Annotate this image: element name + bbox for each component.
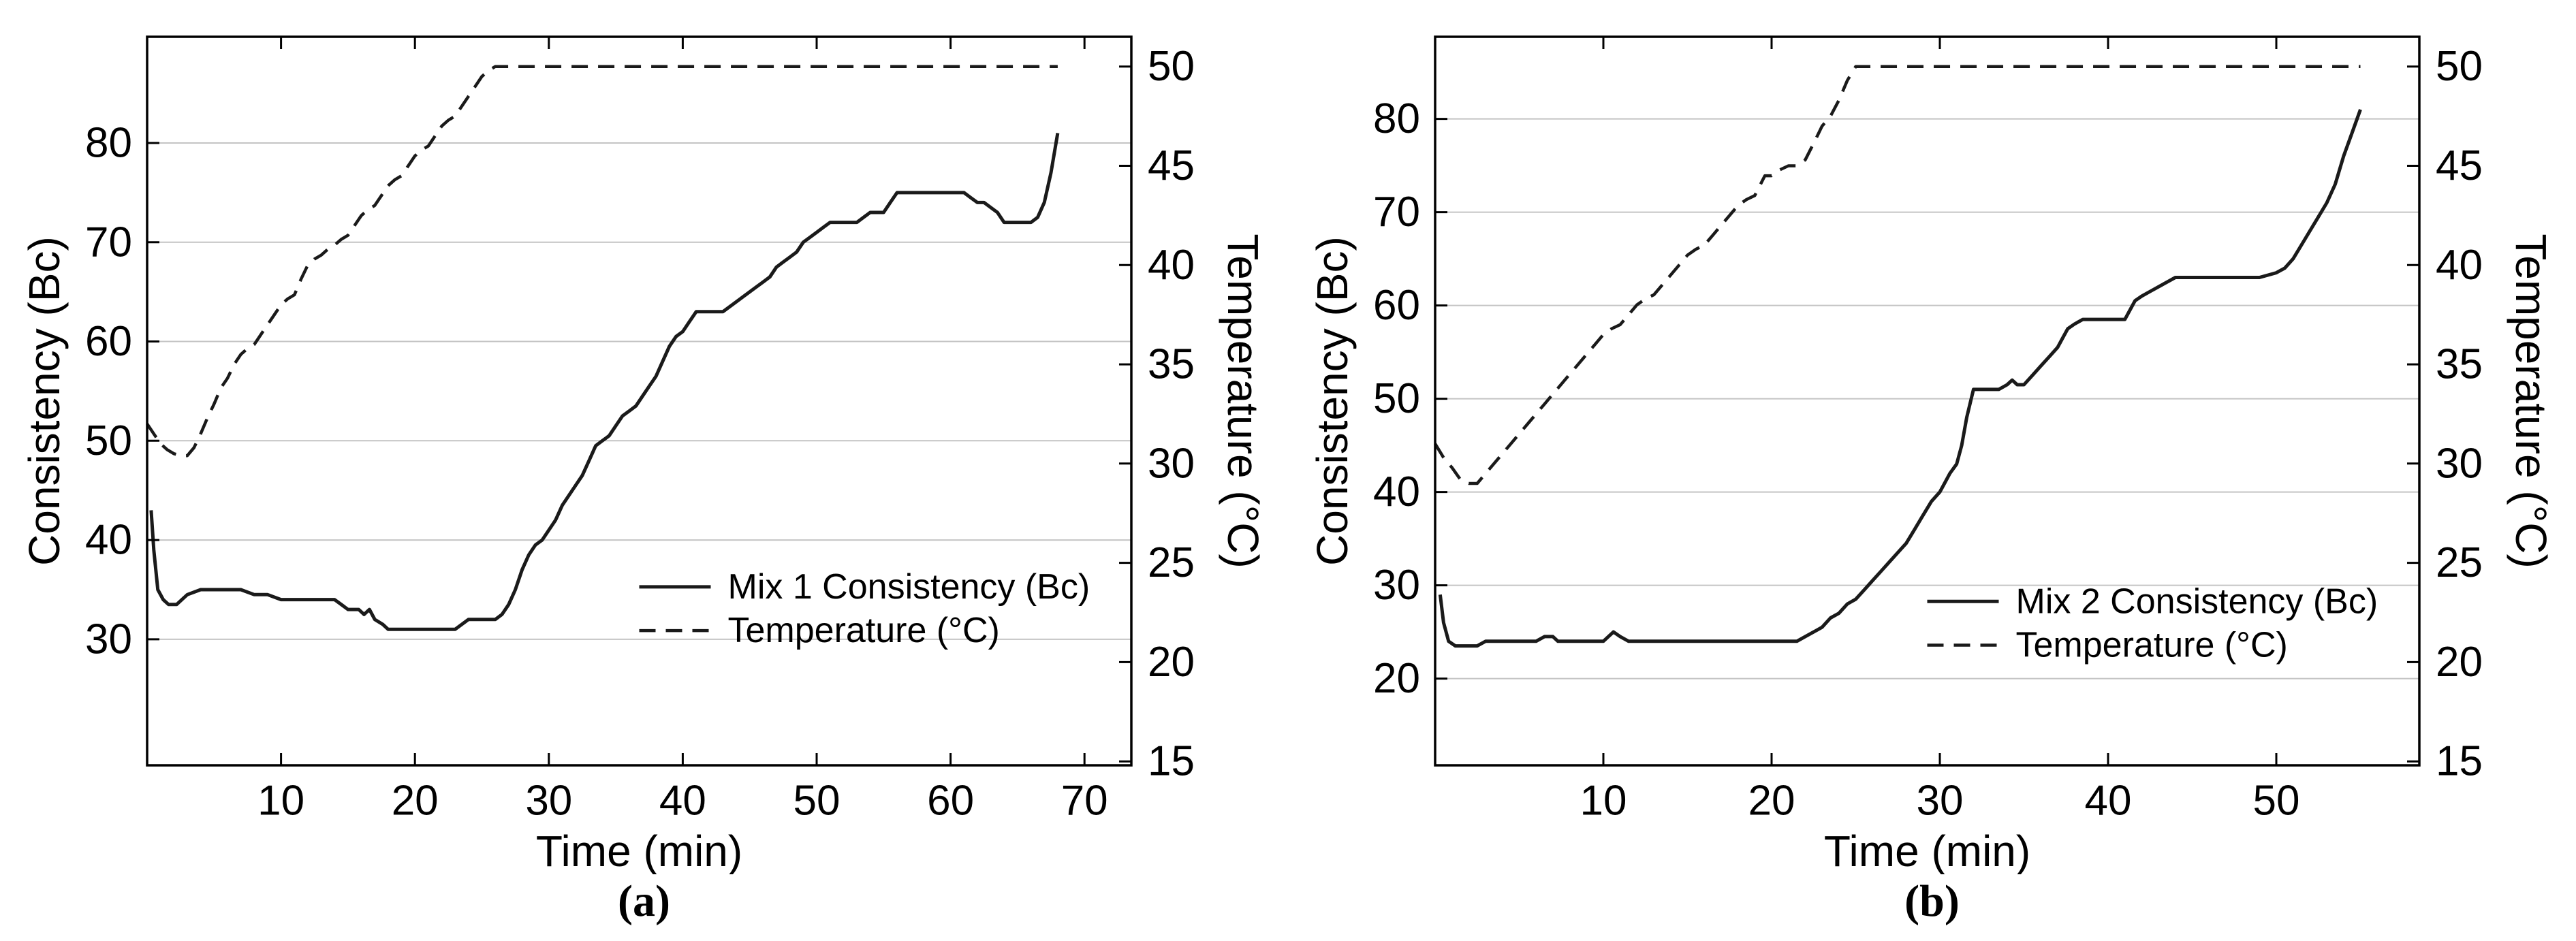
x-tick-label: 50 [2252,778,2299,825]
x-axis-label: Time (min) [1823,827,2030,874]
left-tick-label: 70 [1373,189,1420,236]
left-tick-label: 40 [1373,468,1420,515]
x-tick-label: 30 [525,778,572,825]
right-tick-label: 15 [1148,738,1195,785]
right-tick-label: 25 [1148,539,1195,586]
x-tick-label: 70 [1061,778,1108,825]
left-tick-label: 20 [1373,655,1420,702]
plot-box [1433,35,2421,767]
chart-a: 10 20 30 40 50 60 70 30 40 50 60 70 80 15 20 25 30 35 40 45… [20,35,1268,874]
chart-panel-a: 10 20 30 40 50 60 70 30 40 50 60 70 80 15 20 25 30 35 40 45… [0,10,1288,927]
right-tick-label: 45 [2436,142,2483,189]
right-tick-label: 40 [1148,242,1195,289]
right-tick-label: 50 [1148,43,1195,90]
right-tick-label: 35 [2436,341,2483,388]
consistency-line [1438,109,2362,648]
right-tick-label: 35 [1148,341,1195,388]
left-tick-label: 60 [85,318,132,365]
x-tick-label: 10 [1580,778,1627,825]
x-tick-label: 40 [659,778,706,825]
right-tick-label: 45 [1148,142,1195,189]
panel-caption-b: (b) [1904,876,1960,926]
legend-label: Mix 2 Consistency (Bc) [2015,581,2378,621]
right-tick-label: 40 [2436,242,2483,289]
right-tick-label: 30 [2436,440,2483,487]
x-tick-label: 60 [927,778,974,825]
right-tick-label: 25 [2436,539,2483,586]
y-axis-label-left: Consistency (Bc) [1308,236,1357,566]
temperature-line [1433,65,2360,485]
left-tick-label: 80 [1373,95,1420,142]
left-tick-label: 80 [85,120,132,167]
x-tick-label: 50 [793,778,840,825]
y-axis-label-left: Consistency (Bc) [20,236,69,566]
x-axis-label: Time (min) [535,827,742,874]
consistency-line [148,132,1059,631]
temperature-line [145,65,1058,458]
y-axis-label-right: Temperature (°C) [2507,234,2556,569]
legend-label: Temperature (°C) [2015,626,2287,665]
legend-label: Temperature (°C) [727,611,999,650]
x-tick-label: 10 [257,778,304,825]
right-tick-label: 50 [2436,43,2483,90]
right-tick-label: 15 [2436,738,2483,785]
left-tick-label: 50 [1373,375,1420,422]
x-tick-label: 20 [1748,778,1795,825]
left-tick-label: 70 [85,219,132,266]
y-axis-label-right: Temperature (°C) [1219,234,1268,569]
legend-label: Mix 1 Consistency (Bc) [727,567,1090,607]
plot-box [145,35,1133,767]
left-tick-label: 60 [1373,282,1420,329]
x-tick-label: 40 [2084,778,2131,825]
left-tick-label: 30 [85,616,132,663]
chart-b: 10 20 30 40 50 20 30 40 50 60 70 80 15 20 25 30 35 40 45 50… [1308,35,2556,874]
left-tick-label: 40 [85,517,132,564]
x-tick-label: 20 [391,778,438,825]
right-tick-label: 20 [2436,639,2483,686]
x-tick-label: 30 [1916,778,1963,825]
right-tick-label: 20 [1148,639,1195,686]
chart-panel-b: 10 20 30 40 50 20 30 40 50 60 70 80 15 20 25 30 35 40 45 50… [1288,10,2576,927]
right-tick-label: 30 [1148,440,1195,487]
left-tick-label: 50 [85,417,132,464]
left-tick-label: 30 [1373,562,1420,609]
panel-caption-a: (a) [618,876,670,926]
